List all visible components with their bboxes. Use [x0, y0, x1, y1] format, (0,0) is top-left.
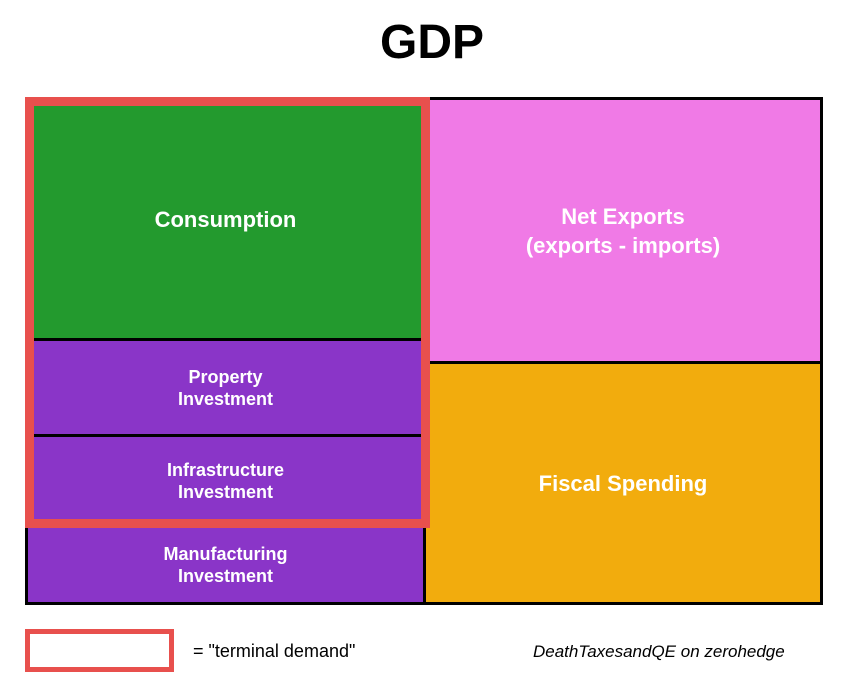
- consumption-label: Consumption: [154, 206, 297, 232]
- legend-swatch: [25, 629, 174, 672]
- legend-label: = "terminal demand": [193, 641, 356, 661]
- manufacturing-investment-block: Manufacturing Investment: [25, 524, 426, 605]
- source-credit: DeathTaxesandQE on zerohedge: [533, 642, 785, 661]
- net-exports-label: Net Exports (exports - imports): [525, 203, 721, 258]
- fiscal-spending-block: Fiscal Spending: [423, 361, 823, 605]
- fiscal-spending-label: Fiscal Spending: [538, 470, 708, 496]
- consumption-block: Consumption: [25, 97, 426, 341]
- diagram-title: GDP: [379, 16, 484, 69]
- property-investment-block: Property Investment: [25, 338, 426, 437]
- manufacturing-investment-label: Manufacturing Investment: [163, 543, 288, 586]
- infrastructure-investment-block: Infrastructure Investment: [25, 434, 426, 527]
- net-exports-block: Net Exports (exports - imports): [423, 97, 823, 364]
- property-investment-label: Property Investment: [177, 366, 274, 409]
- infrastructure-investment-label: Infrastructure Investment: [166, 459, 285, 502]
